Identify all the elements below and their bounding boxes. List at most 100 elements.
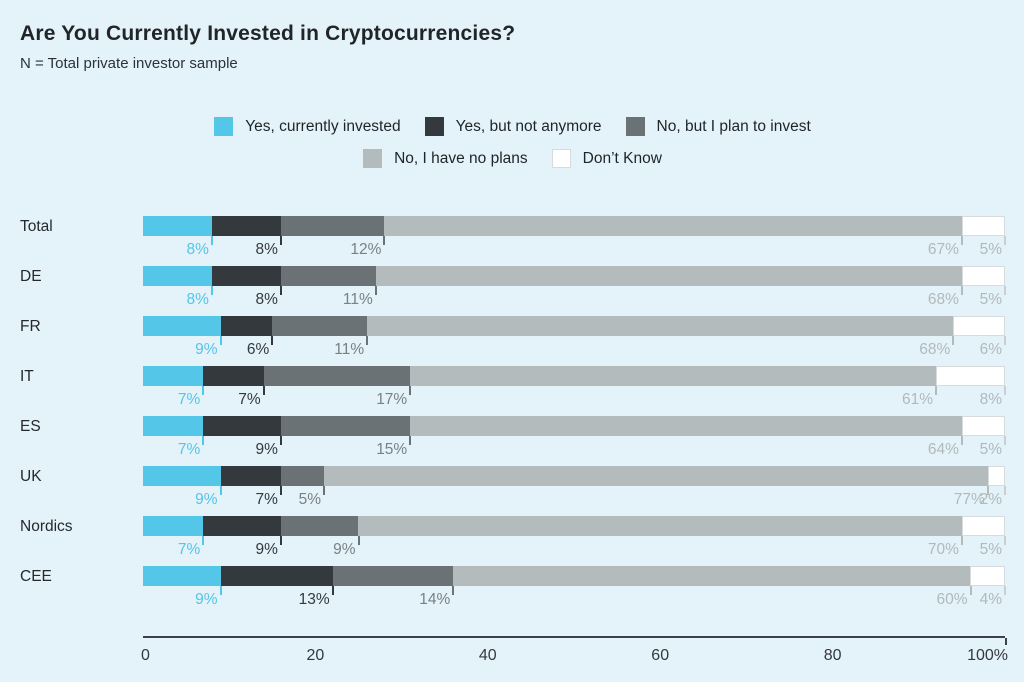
stacked-bar (143, 366, 1005, 386)
value-label: 7% (177, 541, 201, 558)
segment-tick (409, 386, 412, 395)
bar-area: 9% 7% 5% 77% 2% (143, 460, 1006, 510)
x-axis: 0 20 40 60 80 100% (141, 636, 1008, 668)
segment-tick (219, 486, 222, 495)
value-label: 13% (298, 591, 330, 608)
legend: Yes, currently invested Yes, but not anym… (20, 116, 1005, 169)
segment-tick (1004, 336, 1006, 345)
chart-row: IT 7% 7% 17% 61% 8% (20, 360, 1006, 410)
bar-segment (358, 516, 962, 536)
bar-segment (211, 216, 281, 236)
stacked-bar (143, 516, 1005, 536)
stacked-bar (143, 266, 1005, 286)
value-label: 7% (177, 441, 201, 458)
bar-segment (280, 416, 411, 436)
value-label: 8% (186, 291, 209, 308)
segment-tick (1004, 436, 1006, 445)
segment-tick (452, 586, 455, 595)
segment-tick (960, 286, 963, 295)
segment-tick (960, 536, 963, 545)
bar-segment (961, 416, 1005, 436)
bar-segment (410, 366, 936, 386)
legend-row: No, I have no plans Don’t Know (363, 148, 662, 169)
segment-tick (202, 436, 205, 445)
segment-tick (271, 336, 274, 345)
chart-row: UK 9% 7% 5% 77% 2% (20, 460, 1006, 510)
legend-label: Don’t Know (582, 150, 662, 167)
value-label: 9% (195, 591, 218, 608)
value-label: 8% (186, 241, 209, 258)
segment-tick (383, 236, 386, 245)
segment-tick (1004, 486, 1006, 495)
chart-title: Are You Currently Invested in Cryptocurr… (20, 22, 516, 45)
bar-segment (970, 566, 1005, 586)
chart-row: DE 8% 8% 11% 68% 5% (20, 260, 1006, 310)
segment-tick (202, 536, 205, 545)
row-label: Total (20, 218, 53, 235)
bar-segment (961, 516, 1005, 536)
value-label: 9% (255, 541, 278, 558)
value-label: 7% (177, 391, 201, 408)
value-label: 11% (334, 341, 365, 358)
bar-segment (143, 416, 204, 436)
legend-item: No, I have no plans (363, 148, 528, 169)
value-label: 6% (979, 341, 1002, 358)
stacked-bar (143, 316, 1005, 336)
x-axis-label: 100% (967, 647, 1008, 664)
bar-segment (961, 266, 1005, 286)
legend-row: Yes, currently invested Yes, but not anym… (214, 116, 811, 137)
legend-label: Yes, currently invested (245, 118, 401, 135)
bar-segment (280, 266, 376, 286)
chart-row: FR 9% 6% 11% 68% 6% (20, 310, 1006, 360)
value-label: 17% (376, 391, 408, 408)
value-label: 68% (927, 291, 959, 308)
segment-tick (374, 286, 377, 295)
segment-tick (279, 536, 282, 545)
bar-segment (143, 566, 221, 586)
segment-tick (409, 436, 412, 445)
row-label: CEE (20, 568, 52, 585)
value-label: 5% (979, 241, 1002, 258)
segment-tick (202, 386, 205, 395)
segment-tick (279, 486, 282, 495)
bar-segment (220, 316, 273, 336)
value-label: 5% (298, 491, 322, 508)
bar-segment (410, 416, 962, 436)
value-label: 7% (238, 391, 261, 408)
value-label: 9% (195, 491, 218, 508)
legend-item: No, but I plan to invest (625, 116, 811, 137)
segment-tick (935, 386, 938, 395)
segment-tick (279, 286, 282, 295)
bar-segment (203, 416, 281, 436)
value-label: 7% (255, 491, 278, 508)
x-axis-row: 0 20 40 60 80 100% (20, 636, 1008, 668)
bar-segment (143, 366, 204, 386)
x-axis-spacer (20, 636, 143, 668)
header: Are You Currently Invested in Cryptocurr… (20, 22, 1005, 72)
value-label: 5% (979, 441, 1002, 458)
segment-tick (210, 286, 213, 295)
bar-segment (280, 516, 359, 536)
bar-segment (143, 266, 212, 286)
legend-swatch (363, 149, 383, 168)
segment-tick (1004, 386, 1006, 395)
segment-tick (1004, 286, 1006, 295)
segment-tick (210, 236, 213, 245)
segment-tick (279, 236, 282, 245)
bar-area: 7% 9% 15% 64% 5% (143, 410, 1006, 460)
bar-segment (263, 366, 411, 386)
row-label: DE (20, 268, 42, 285)
segment-tick (279, 436, 282, 445)
legend-label: No, but I plan to invest (656, 118, 811, 135)
bar-segment (211, 266, 281, 286)
legend-item: Yes, currently invested (214, 116, 401, 137)
bar-segment (203, 366, 264, 386)
legend-swatch (424, 117, 444, 136)
legend-swatch (551, 149, 571, 168)
bar-segment (961, 216, 1005, 236)
row-label: Nordics (20, 518, 73, 535)
bar-area: 8% 8% 11% 68% 5% (143, 260, 1006, 310)
bar-area: 8% 8% 12% 67% 5% (143, 210, 1006, 260)
value-label: 11% (342, 291, 373, 308)
segment-tick (969, 586, 972, 595)
